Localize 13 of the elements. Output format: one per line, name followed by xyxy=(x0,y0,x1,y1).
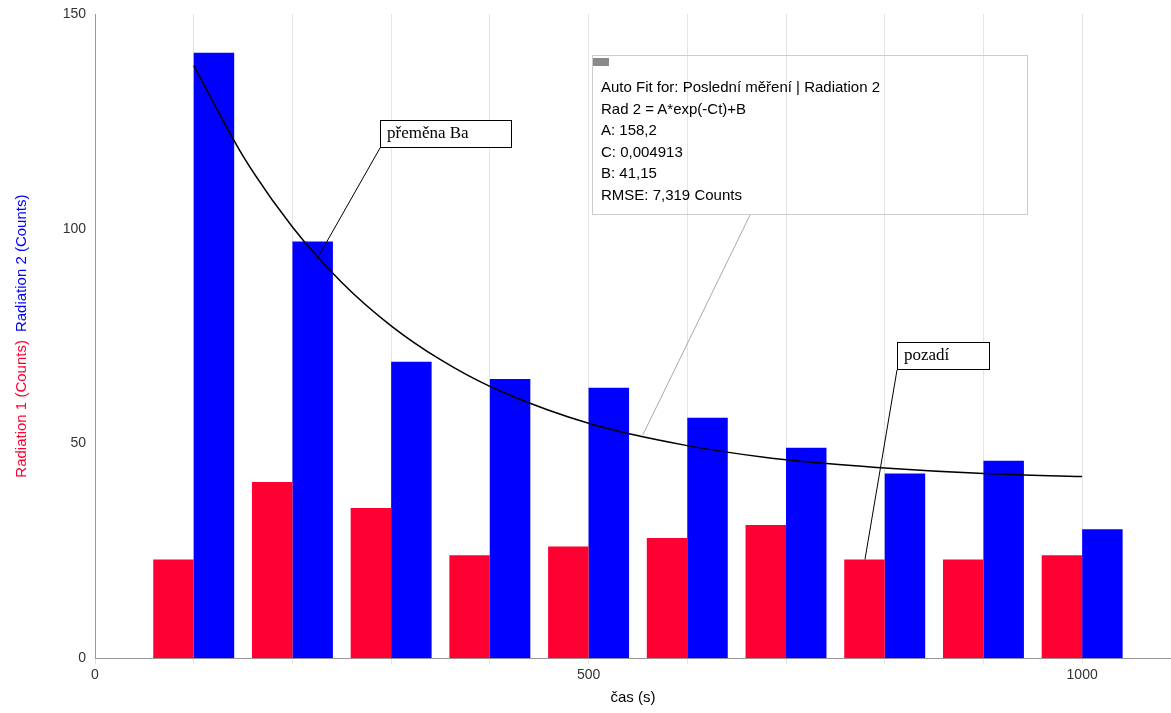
x-tick-label: 500 xyxy=(576,666,601,683)
annotation: přeměna Ba xyxy=(380,120,512,148)
y-tick-label: 50 xyxy=(70,434,87,451)
text: Radiation 1 (Counts) xyxy=(12,340,30,478)
x-tick-label: 1000 xyxy=(1066,666,1098,683)
y-tick-label: 150 xyxy=(62,4,87,21)
y-tick-label: 0 xyxy=(78,649,87,666)
x-axis-title: čas (s) xyxy=(610,688,656,706)
text: Radiation 2 (Counts) xyxy=(12,194,30,333)
annotation: pozadí xyxy=(897,342,990,370)
annotation: Auto Fit for: Poslední měření | Radiation 2 Rad 2 = A*exp(-Ct)+B A: 158,2 C: 0,004913 B: 41,15 RMSE: 7,319 Counts xyxy=(592,55,1028,215)
x-tick-label: 0 xyxy=(91,666,100,683)
y-tick-label: 100 xyxy=(62,219,87,236)
